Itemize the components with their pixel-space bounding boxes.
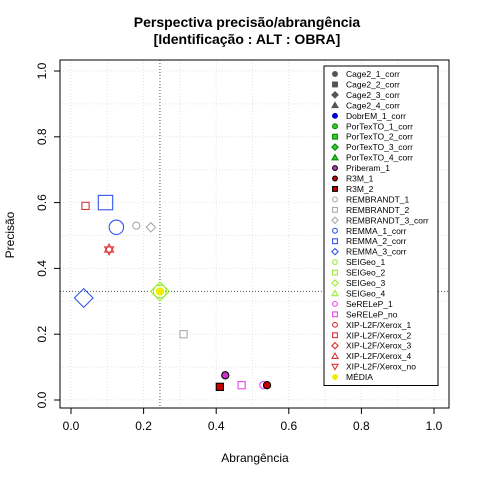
point-remma-2-corr: [97, 194, 114, 211]
point-rembrandt-2: [179, 330, 188, 339]
legend-label: PorTexTO_2_corr: [346, 132, 413, 142]
x-tick-label: 0.6: [280, 419, 297, 433]
legend-marker-dobrem-1-corr: [332, 112, 338, 119]
x-axis-label: Abrangência: [221, 451, 289, 465]
legend-marker-seigeo-2: [332, 269, 338, 276]
point-xip-l2f-xerox-no: [103, 246, 115, 256]
legend-label: MÉDIA: [346, 372, 373, 382]
chart-title: Perspectiva precisão/abrangência: [134, 14, 361, 30]
legend-marker-portexto-3-corr: [331, 143, 339, 152]
legend-marker-cage2-3-corr: [331, 91, 339, 99]
point-rembrandt-3-corr: [145, 221, 157, 233]
point-priberam-1: [221, 371, 230, 380]
legend-marker-xip-l2f-xerox-no: [331, 363, 339, 371]
legend-label: R3M_2: [346, 184, 374, 194]
y-tick-label: 0.2: [35, 326, 49, 343]
legend-label: REMBRANDT_2: [346, 205, 410, 215]
x-tick-label: 1.0: [426, 419, 443, 433]
legend-label: Cage2_2_corr: [346, 79, 400, 89]
point-seigeo-3: [149, 281, 171, 302]
legend-label: SEIGeo_3: [346, 278, 385, 288]
legend-marker-priberam-1: [332, 165, 338, 172]
y-tick-label: 0.8: [35, 128, 49, 145]
legend-label: PorTexTO_3_corr: [346, 142, 413, 152]
legend-label: REMMA_3_corr: [346, 247, 407, 257]
legend-label: Cage2_3_corr: [346, 90, 400, 100]
legend-marker-xip-l2f-xerox-2: [332, 332, 338, 339]
points: [73, 194, 272, 391]
legend-label: REMMA_2_corr: [346, 236, 407, 246]
legend-label: PorTexTO_4_corr: [346, 153, 413, 163]
point-xip-l2f-xerox-4: [103, 243, 115, 253]
point-remma-3-corr: [73, 287, 94, 309]
legend-marker-serelep-no: [332, 311, 338, 318]
legend-label: R3M_1: [346, 174, 374, 184]
y-axis: 0.0 0.2 0.4 0.6 0.8 1.0: [35, 62, 61, 408]
legend-label: Cage2_1_corr: [346, 69, 400, 79]
legend-marker-remma-1-corr: [332, 227, 338, 234]
y-tick-label: 0.6: [35, 194, 49, 211]
legend-label: REMMA_1_corr: [346, 226, 407, 236]
x-tick-label: 0.8: [353, 419, 370, 433]
y-tick-label: 0.4: [35, 260, 49, 277]
legend-label: SeRELeP_1: [346, 299, 393, 309]
legend-marker-xip-l2f-xerox-4: [331, 352, 339, 359]
legend-label: SeRELeP_no: [346, 309, 398, 319]
x-tick-label: 0.0: [63, 419, 80, 433]
legend-marker-rembrandt-1: [332, 196, 338, 203]
legend-marker-cage2-1-corr: [332, 71, 338, 77]
legend-marker-cage2-2-corr: [332, 81, 338, 88]
y-tick-label: 1.0: [35, 62, 49, 79]
legend-label: XIP-L2F/Xerox_1: [346, 320, 411, 330]
point-r3m-1: [262, 381, 272, 390]
legend-label: Priberam_1: [346, 163, 390, 173]
legend-marker-seigeo-1: [332, 259, 338, 266]
point-m-dia: [155, 287, 165, 296]
legend: Cage2_1_corrCage2_2_corrCage2_3_corrCage…: [323, 65, 439, 386]
point-serelep-no: [237, 381, 246, 390]
y-axis-label: Precisão: [3, 211, 17, 258]
legend-label: SEIGeo_4: [346, 288, 385, 298]
legend-label: Cage2_4_corr: [346, 100, 400, 110]
legend-label: PorTexTO_1_corr: [346, 121, 413, 131]
legend-box: [323, 65, 439, 386]
x-tick-label: 0.2: [135, 419, 152, 433]
x-tick-label: 0.4: [208, 419, 225, 433]
legend-marker-portexto-1-corr: [332, 123, 338, 130]
legend-label: XIP-L2F/Xerox_3: [346, 341, 411, 351]
legend-marker-portexto-4-corr: [331, 153, 339, 161]
legend-marker-seigeo-3: [331, 279, 339, 287]
legend-label: DobrEM_1_corr: [346, 111, 406, 121]
legend-marker-m-dia: [332, 374, 338, 380]
legend-label: REMBRANDT_1: [346, 194, 410, 204]
point-xip-l2f-xerox-2: [81, 201, 90, 211]
x-axis: 0.0 0.2 0.4 0.6 0.8 1.0: [63, 407, 443, 433]
point-remma-1-corr: [108, 219, 125, 236]
point-rembrandt-1: [132, 221, 141, 230]
legend-marker-xip-l2f-xerox-3: [331, 341, 339, 350]
legend-marker-xip-l2f-xerox-1: [332, 321, 338, 328]
legend-marker-portexto-2-corr: [332, 133, 338, 140]
point-seigeo-1: [152, 284, 167, 299]
legend-label: REMBRANDT_3_corr: [346, 215, 429, 225]
legend-label: SEIGeo_2: [346, 268, 385, 278]
legend-marker-seigeo-4: [331, 289, 339, 297]
y-tick-label: 0.0: [35, 391, 49, 408]
legend-marker-r3m-2: [332, 186, 338, 192]
legend-marker-cage2-4-corr: [331, 101, 339, 109]
point-r3m-2: [215, 382, 224, 391]
legend-label: XIP-L2F/Xerox_2: [346, 330, 411, 340]
legend-marker-serelep-1: [332, 300, 338, 307]
legend-label: XIP-L2F/Xerox_no: [346, 362, 416, 372]
legend-marker-remma-3-corr: [331, 247, 339, 256]
legend-marker-remma-2-corr: [332, 238, 338, 245]
chart-subtitle: [Identificação : ALT : OBRA]: [154, 31, 341, 47]
legend-marker-rembrandt-2: [332, 206, 338, 213]
legend-marker-rembrandt-3-corr: [331, 216, 339, 225]
legend-label: XIP-L2F/Xerox_4: [346, 351, 411, 361]
legend-marker-r3m-1: [332, 175, 338, 182]
legend-label: SEIGeo_1: [346, 257, 385, 267]
